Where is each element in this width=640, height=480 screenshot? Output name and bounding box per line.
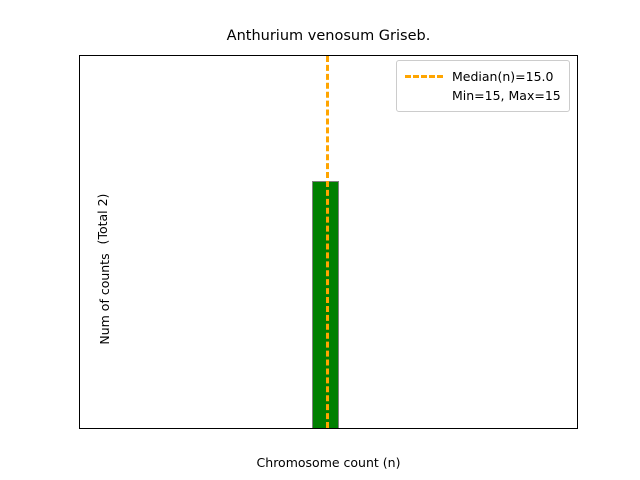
ytick-mark [79,56,80,57]
x-axis-label: Chromosome count (n) [256,455,401,470]
median-line [325,56,329,428]
xtick-mark [326,428,327,429]
legend-label: Min=15, Max=15 [452,88,561,103]
legend-entry-minmax: Min=15, Max=15 [405,86,561,105]
ytick-mark [79,181,80,182]
legend-label: Median(n)=15.0 [452,69,554,84]
plot-area: 0 1 2 3 15 Median(n)=15.0 Min=1 [79,55,578,429]
y-axis-sublabel: (Total 2) [95,193,110,245]
legend-entry-median: Median(n)=15.0 [405,67,561,86]
legend-dashed-line-icon [405,75,443,78]
chart-title: Anthurium venosum Griseb. [226,28,431,44]
legend: Median(n)=15.0 Min=15, Max=15 [396,60,570,112]
ytick-mark [79,305,80,306]
